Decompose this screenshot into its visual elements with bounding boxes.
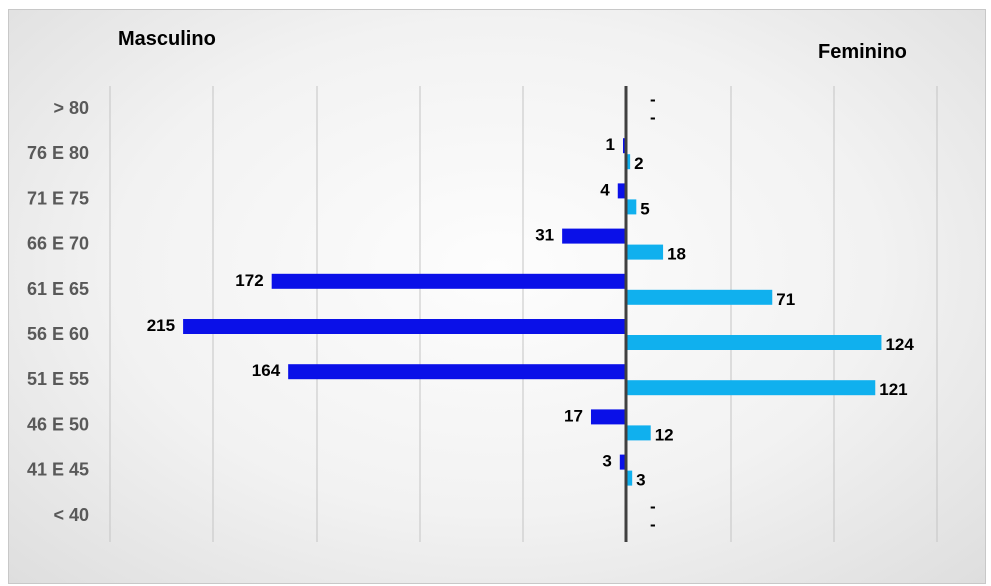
bar-male-2	[617, 183, 626, 199]
data-label-female-1: 2	[634, 154, 643, 173]
data-label-male-6: 164	[252, 361, 281, 380]
bar-male-4	[271, 273, 626, 289]
category-label-8: 41 E 45	[27, 460, 89, 480]
bar-female-6	[626, 380, 876, 396]
bar-male-8	[619, 454, 626, 470]
data-label-male-8: 3	[602, 452, 611, 471]
bar-male-7	[590, 409, 626, 425]
category-label-4: 61 E 65	[27, 279, 89, 299]
data-label-male-1: 1	[606, 135, 615, 154]
data-label-male-4: 172	[235, 271, 263, 290]
data-label-male-9: -	[650, 497, 656, 516]
data-label-male-0: -	[650, 90, 656, 109]
data-label-female-9: -	[650, 515, 656, 534]
series-label-male: Masculino	[118, 28, 216, 50]
bar-female-1	[626, 154, 631, 170]
category-label-9: < 40	[53, 505, 89, 525]
data-label-female-7: 12	[655, 425, 674, 444]
bar-female-7	[626, 425, 651, 441]
data-label-female-8: 3	[636, 471, 645, 490]
category-label-1: 76 E 80	[27, 143, 89, 163]
data-label-female-3: 18	[667, 245, 686, 264]
data-label-female-6: 121	[879, 380, 907, 399]
bar-female-4	[626, 289, 773, 305]
bar-male-6	[288, 364, 626, 380]
category-label-5: 56 E 60	[27, 324, 89, 344]
data-label-male-7: 17	[564, 406, 583, 425]
data-label-male-2: 4	[600, 180, 610, 199]
category-label-2: 71 E 75	[27, 188, 89, 208]
bar-male-5	[183, 319, 626, 334]
category-label-7: 46 E 50	[27, 414, 89, 434]
series-label-female: Feminino	[818, 41, 907, 63]
bar-female-2	[626, 199, 637, 215]
category-label-0: > 80	[53, 98, 89, 118]
category-label-3: 66 E 70	[27, 234, 89, 254]
data-label-male-5: 215	[147, 316, 175, 335]
bar-female-8	[626, 470, 633, 486]
data-label-female-4: 71	[776, 290, 795, 309]
bar-female-5	[626, 335, 882, 350]
data-label-female-0: -	[650, 108, 656, 127]
data-label-female-5: 124	[885, 335, 914, 354]
bar-female-3	[626, 244, 664, 260]
chart-area	[8, 9, 986, 584]
category-label-6: 51 E 55	[27, 369, 89, 389]
data-label-female-2: 5	[640, 199, 649, 218]
bar-male-3	[562, 228, 626, 244]
data-label-male-3: 31	[535, 226, 554, 245]
